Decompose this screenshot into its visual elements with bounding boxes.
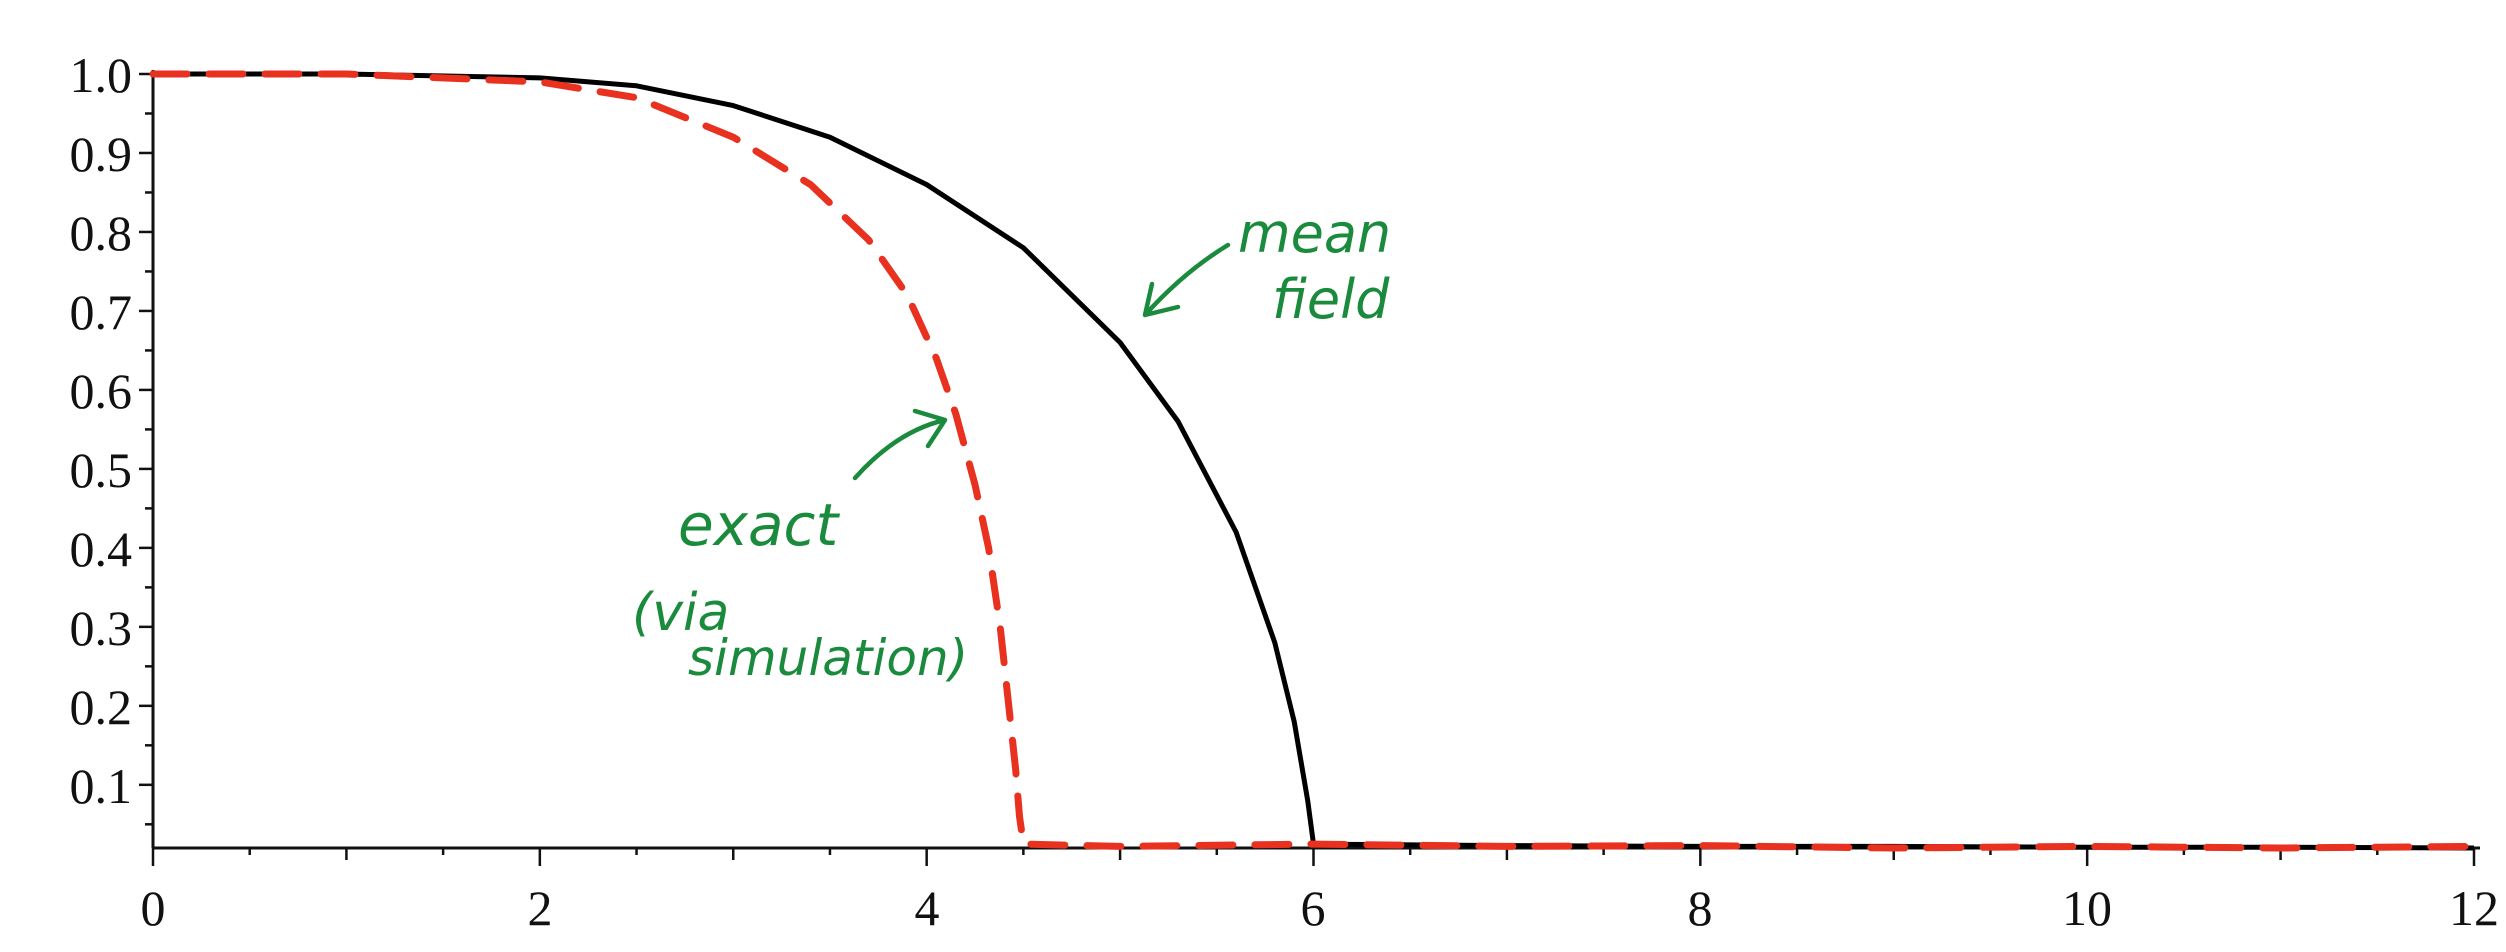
y-tick-label: 0.5 xyxy=(70,442,133,498)
y-tick-label: 0.9 xyxy=(70,126,133,182)
y-tick-label: 1.0 xyxy=(70,47,133,103)
x-tick-label: 4 xyxy=(915,880,940,936)
y-tick-label: 0.8 xyxy=(70,205,133,261)
mean-field-arrow-icon xyxy=(1142,242,1231,318)
x-tick-label: 6 xyxy=(1301,880,1326,936)
x-tick-labels: 0 2 4 6 8 10 12 xyxy=(141,880,2500,936)
y-tick-labels: 1.0 0.9 0.8 0.7 0.6 0.5 0.4 0.3 0.2 0.1 xyxy=(70,47,133,814)
axes xyxy=(151,70,2480,850)
x-tick-label: 2 xyxy=(528,880,553,936)
y-tick-label: 0.7 xyxy=(70,284,133,340)
annotation-via-text: (via xyxy=(632,583,729,643)
y-tick-label: 0.2 xyxy=(70,679,133,735)
annotation-exact-text: exact xyxy=(678,491,840,559)
x-tick-label: 8 xyxy=(1688,880,1713,936)
tick-layer xyxy=(139,72,2476,866)
y-tick-label: 0.6 xyxy=(70,363,133,419)
exact-arrow-icon xyxy=(852,408,948,481)
x-tick-label: 12 xyxy=(2449,880,2499,936)
y-tick-label: 0.1 xyxy=(70,758,133,814)
annotation-exact: exact (via simulation) xyxy=(632,408,968,687)
annotation-mean-text: mean xyxy=(1238,202,1391,265)
exact-series-line xyxy=(149,70,2478,852)
x-tick-label: 0 xyxy=(141,880,166,936)
annotation-mean-field: mean field xyxy=(1142,202,1391,331)
mean-field-series-line xyxy=(153,71,2475,851)
annotation-simulation-text: simulation) xyxy=(688,629,968,687)
y-tick-label: 0.3 xyxy=(70,600,133,656)
series-layer xyxy=(149,70,2478,852)
x-tick-label: 10 xyxy=(2062,880,2112,936)
y-tick-label: 0.4 xyxy=(70,521,133,577)
annotation-field-text: field xyxy=(1272,268,1390,331)
